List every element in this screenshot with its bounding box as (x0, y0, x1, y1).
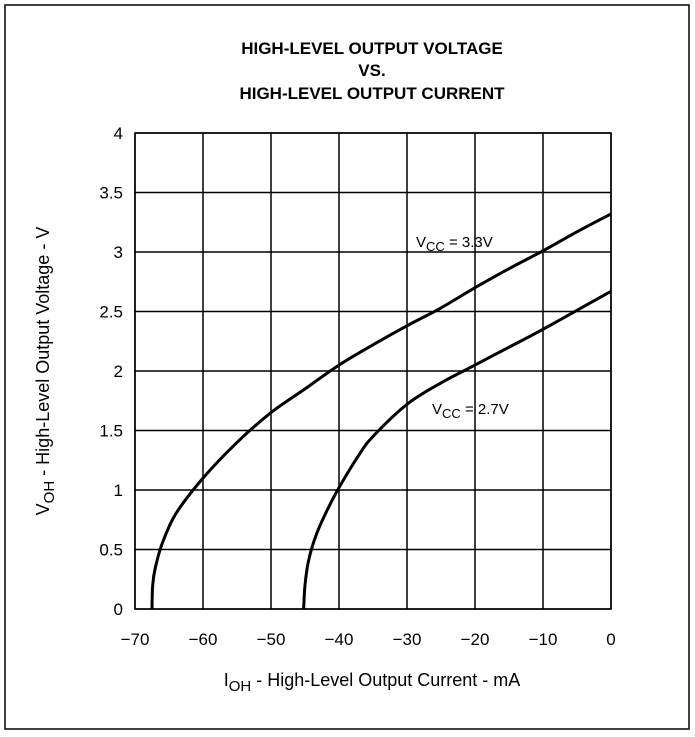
figure-border (4, 4, 690, 730)
y-tick-label: 3 (114, 243, 123, 262)
y-tick-labels: 0 0.5 1 1.5 2 2.5 3 3.5 4 (99, 124, 123, 619)
series-label-vcc-2-7: VCC = 2.7V (432, 401, 509, 421)
x-tick-labels: −70 −60 −50 −40 −30 −20 −10 0 (121, 630, 616, 649)
y-tick-label: 0.5 (99, 541, 123, 560)
x-tick-label: −40 (325, 630, 354, 649)
x-tick-label: −10 (529, 630, 558, 649)
y-tick-label: 1.5 (99, 422, 123, 441)
x-axis-label: IOH - High-Level Output Current - mA (224, 670, 521, 695)
series-line-0 (150, 212, 612, 610)
x-tick-label: −60 (189, 630, 218, 649)
chart-title-line-1: HIGH-LEVEL OUTPUT VOLTAGE (241, 39, 503, 58)
x-tick-label: −70 (121, 630, 150, 649)
y-tick-label: 4 (114, 124, 123, 143)
chart-title-line-3: HIGH-LEVEL OUTPUT CURRENT (239, 84, 505, 103)
series-label-vcc-3-3: VCC = 3.3V (416, 234, 493, 254)
data-curves (150, 212, 612, 610)
y-tick-label: 0 (114, 600, 123, 619)
x-tick-label: −20 (461, 630, 490, 649)
x-tick-label: −50 (257, 630, 286, 649)
chart-title-line-2: VS. (358, 61, 385, 80)
plot-frame (134, 132, 612, 610)
y-tick-label: 2 (114, 362, 123, 381)
x-tick-label: −30 (393, 630, 422, 649)
y-axis-label: VOH - High-Level Output Voltage - V (33, 227, 58, 516)
x-tick-label: 0 (606, 630, 615, 649)
y-tick-label: 2.5 (99, 303, 123, 322)
series-line-1 (302, 289, 612, 610)
y-tick-label: 3.5 (99, 184, 123, 203)
y-tick-label: 1 (114, 481, 123, 500)
